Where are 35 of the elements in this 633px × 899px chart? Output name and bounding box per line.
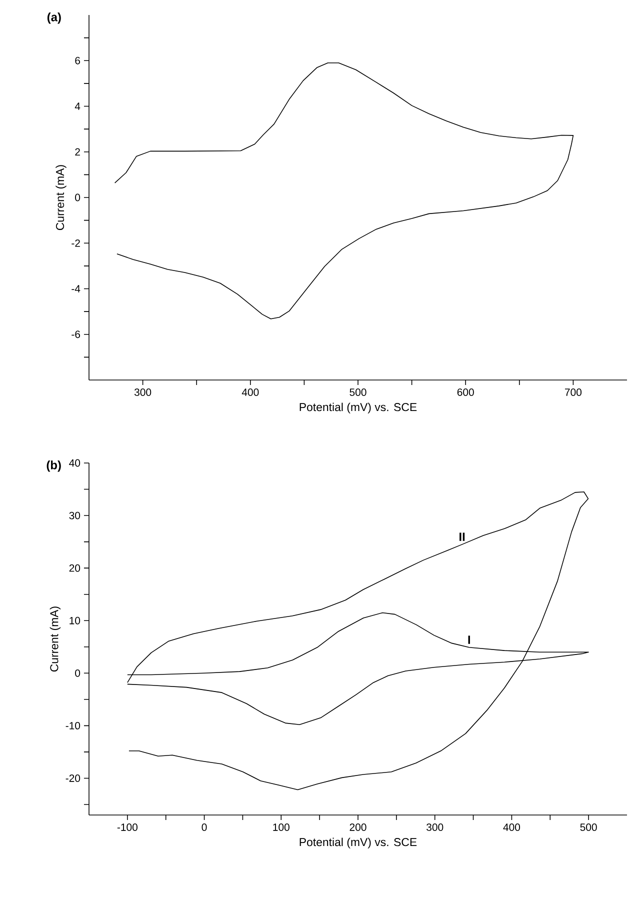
x-tick-label: 100 — [273, 824, 290, 831]
y-axis-title: Current (mA) — [56, 165, 66, 230]
x-tick-label: 0 — [202, 824, 207, 831]
x-axis-title: Potential (mV) vs. SCE — [300, 402, 417, 414]
x-tick-label: -100 — [117, 824, 138, 831]
y-tick-label: 2 — [75, 148, 80, 156]
x-tick-label: 200 — [350, 824, 366, 831]
x-tick-label: 400 — [242, 388, 259, 396]
x-tick-label: 500 — [580, 824, 597, 831]
chart-title: (a) — [47, 12, 61, 24]
x-tick-label: 500 — [350, 388, 366, 396]
y-tick-label: 30 — [69, 512, 80, 520]
y-tick-label: 0 — [75, 194, 80, 202]
y-tick-label: -4 — [72, 285, 80, 292]
x-axis-title: Potential (mV) vs. SCE — [300, 838, 417, 848]
x-tick-label: 300 — [134, 388, 152, 396]
x-tick-label: 300 — [426, 824, 444, 831]
series-label: II — [460, 532, 465, 541]
y-tick-label: -20 — [66, 774, 80, 782]
x-tick-label: 400 — [503, 824, 520, 831]
y-tick-label: -10 — [66, 722, 80, 730]
series-label: I — [468, 636, 470, 644]
y-tick-label: 40 — [69, 459, 80, 467]
x-tick-label: 600 — [457, 388, 474, 396]
y-tick-label: 4 — [74, 102, 80, 110]
y-tick-label: 20 — [69, 564, 80, 572]
chart-title: (b) — [46, 460, 61, 472]
y-tick-label: 6 — [75, 56, 80, 64]
y-tick-label: -6 — [72, 330, 80, 338]
y-tick-label: 0 — [75, 669, 80, 677]
y-tick-label: 10 — [70, 616, 80, 624]
line-series — [114, 62, 574, 320]
y-tick-label: -2 — [72, 239, 80, 247]
x-tick-label: 700 — [565, 388, 582, 396]
y-axis-title: Current (mA) — [50, 606, 61, 672]
